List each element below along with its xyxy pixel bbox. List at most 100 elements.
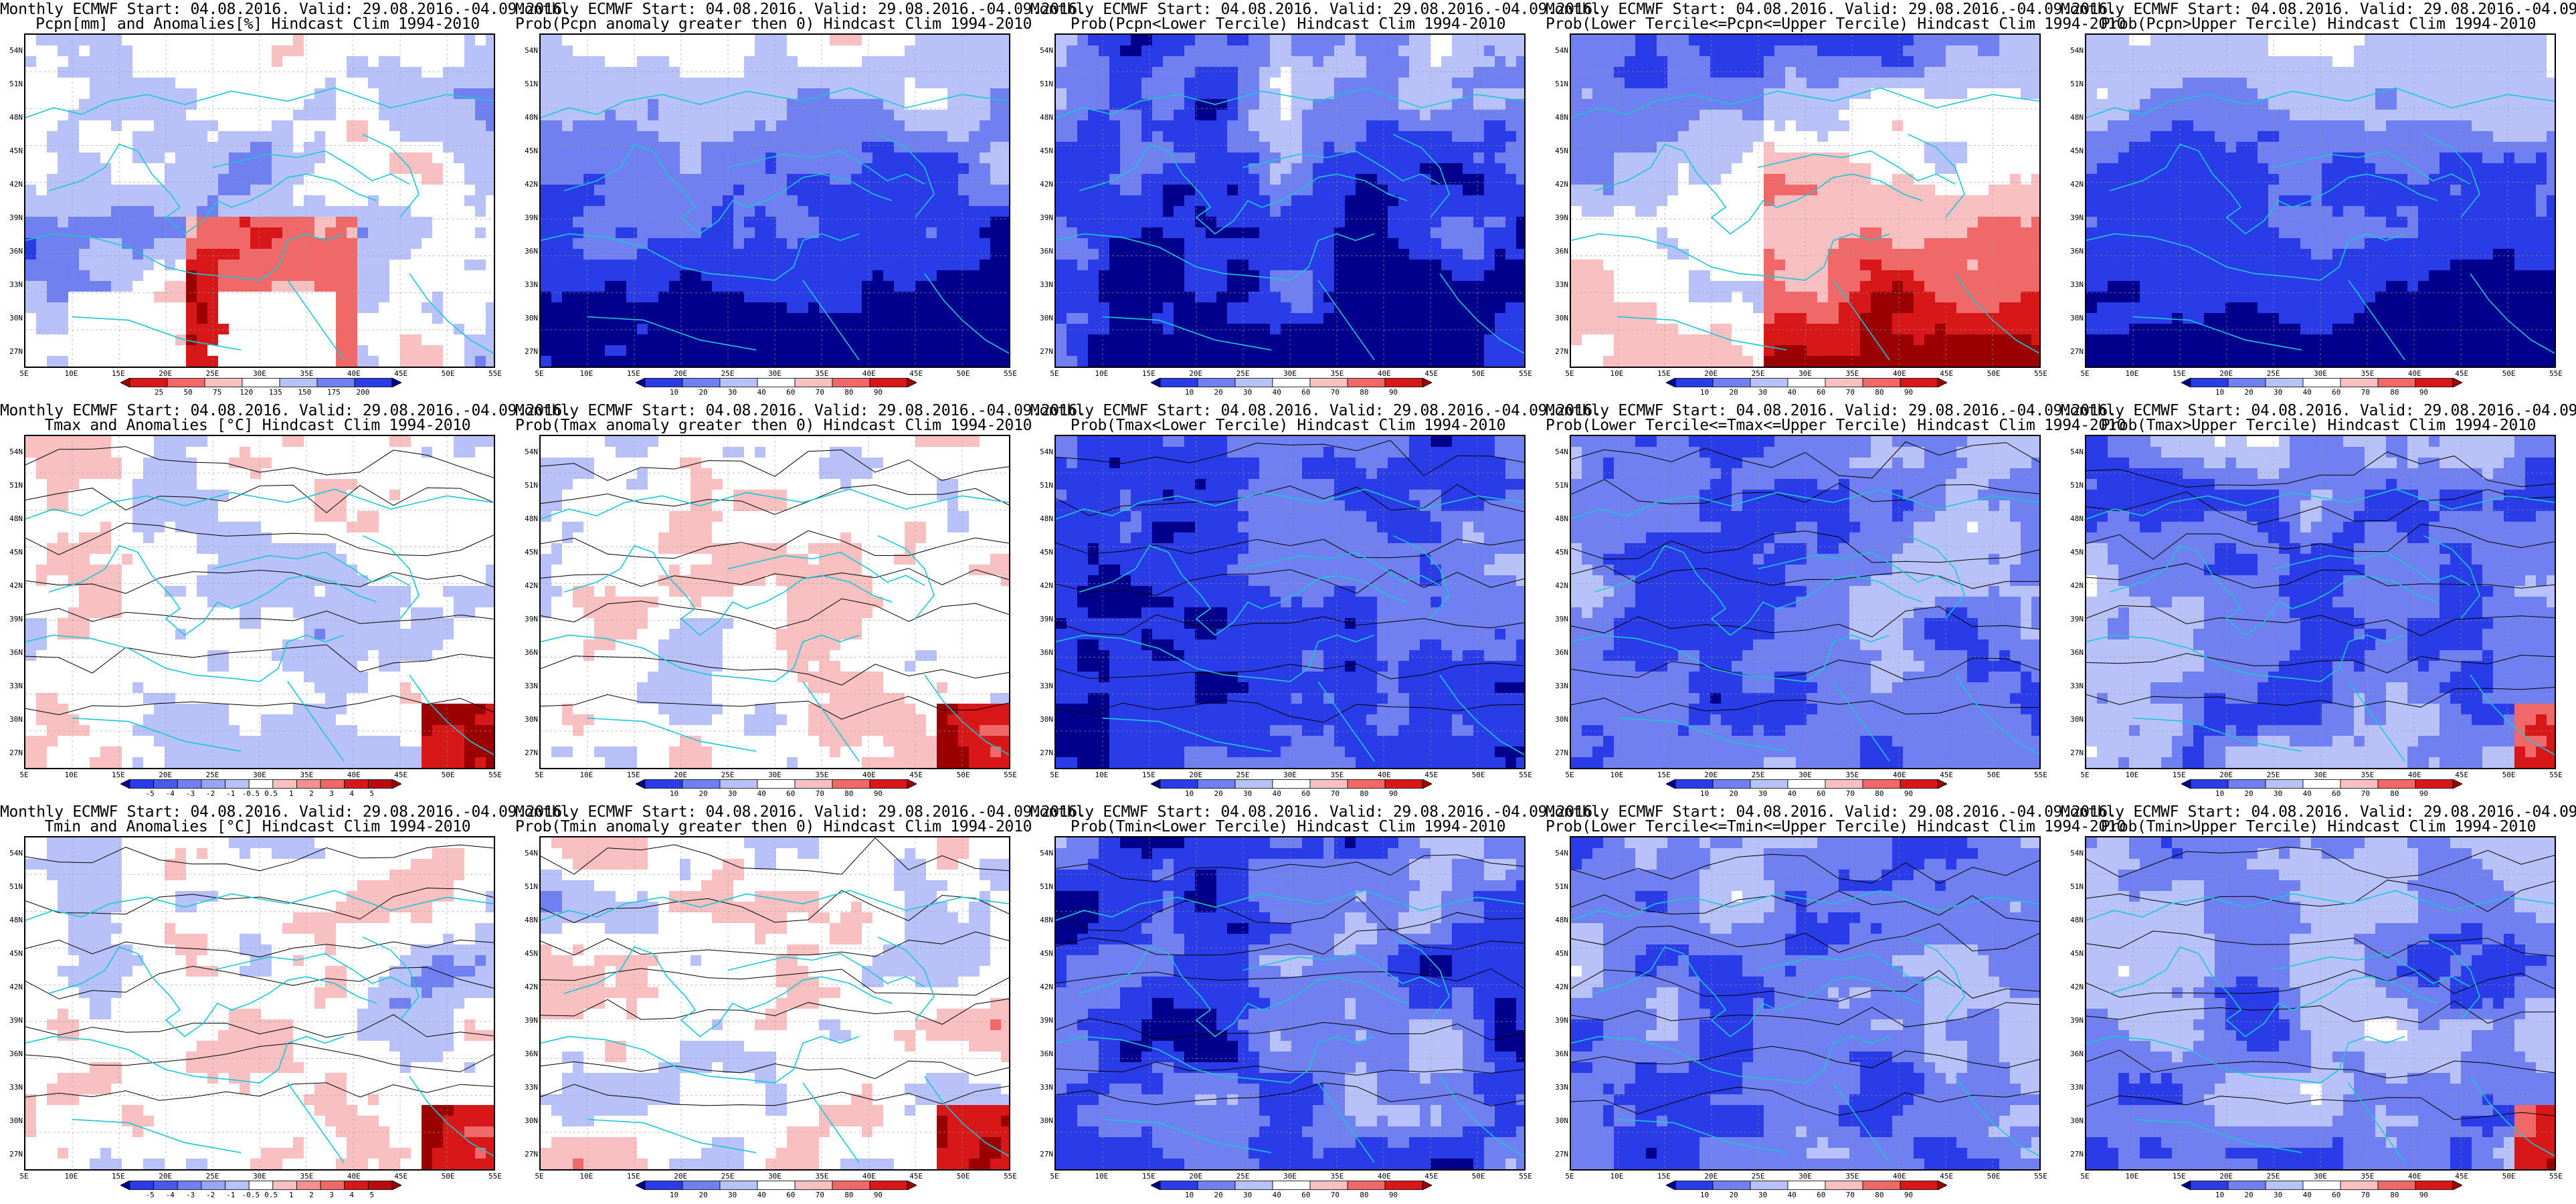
lat-tick-label: 36N xyxy=(1030,247,1053,256)
lon-tick-label: 50E xyxy=(1984,370,2004,378)
panel-subtitle: Prob(Pcpn anomaly greater then 0) Hindca… xyxy=(515,16,1032,32)
lat-tick-label: 48N xyxy=(1030,515,1053,523)
lon-tick-label: 20E xyxy=(1186,1173,1206,1181)
panel-title: Monthly ECMWF Start: 04.08.2016. Valid: … xyxy=(0,1,571,17)
lon-tick-label: 50E xyxy=(2499,771,2519,779)
lon-tick-label: 50E xyxy=(953,1173,974,1181)
panel-title: Monthly ECMWF Start: 04.08.2016. Valid: … xyxy=(515,1,1087,17)
lat-tick-label: 54N xyxy=(515,47,538,55)
lat-tick-label: 48N xyxy=(1030,114,1053,122)
panel-subtitle: Prob(Tmin>Upper Tercile) Hindcast Clim 1… xyxy=(2061,819,2576,835)
lon-tick-label: 5E xyxy=(14,370,34,378)
panel-title: Monthly ECMWF Start: 04.08.2016. Valid: … xyxy=(0,403,571,419)
lat-tick-label: 30N xyxy=(1546,314,1568,322)
lon-tick-label: 35E xyxy=(1842,771,1862,779)
colorbar-tick-label: 40 xyxy=(1263,389,1290,397)
lat-tick-label: 45N xyxy=(1030,147,1053,155)
lon-tick-label: 35E xyxy=(1327,1173,1347,1181)
lon-tick-label: 30E xyxy=(2310,1173,2330,1181)
colorbar-tick-label: 90 xyxy=(864,389,891,397)
colorbar-tick-label: 40 xyxy=(748,790,775,798)
coastlines xyxy=(1571,87,2039,361)
lon-tick-label: 50E xyxy=(438,370,458,378)
lon-tick-label: 20E xyxy=(155,771,175,779)
lon-tick-label: 15E xyxy=(2169,1173,2189,1181)
panel-title: Monthly ECMWF Start: 04.08.2016. Valid: … xyxy=(2061,1,2576,17)
colorbar-tick-label: 90 xyxy=(2410,1191,2437,1199)
colorbar-tick-label: 60 xyxy=(1293,1191,1319,1199)
map-frame xyxy=(24,33,495,368)
field-cells xyxy=(25,837,494,1169)
map-frame xyxy=(1570,33,2041,368)
colorbar-tick-label: 40 xyxy=(2294,1191,2320,1199)
colorbar-tick-label: 20 xyxy=(1720,790,1747,798)
lat-tick-label: 36N xyxy=(2061,247,2084,256)
colorbar-tick-label: 3 xyxy=(318,1191,345,1199)
colorbar-tick-label: 70 xyxy=(1321,389,1348,397)
map-panel: Monthly ECMWF Start: 04.08.2016. Valid: … xyxy=(1030,401,1602,803)
colorbar-tick-label: 60 xyxy=(2323,389,2350,397)
lon-tick-label: 55E xyxy=(1515,370,1536,378)
lat-tick-label: 45N xyxy=(1546,950,1568,958)
lon-tick-label: 55E xyxy=(2031,370,2051,378)
lon-tick-label: 30E xyxy=(1280,1173,1300,1181)
lon-tick-label: 55E xyxy=(1000,1173,1020,1181)
lat-tick-label: 33N xyxy=(1546,1084,1568,1092)
map-field xyxy=(541,436,1009,768)
colorbar-tick-label: 90 xyxy=(2410,389,2437,397)
colorbar-tick-label: 20 xyxy=(1720,389,1747,397)
colorbar-tick-label: 40 xyxy=(2294,389,2320,397)
lat-tick-label: 42N xyxy=(1030,582,1053,590)
lon-tick-label: 40E xyxy=(1890,370,1910,378)
coastlines xyxy=(1056,890,1524,1163)
lon-tick-label: 45E xyxy=(1936,1173,1956,1181)
lon-tick-label: 45E xyxy=(391,1173,411,1181)
lat-tick-label: 45N xyxy=(0,147,23,155)
colorbar-tick-label: -2 xyxy=(197,790,224,798)
lon-tick-label: 20E xyxy=(1186,771,1206,779)
lon-tick-label: 35E xyxy=(296,370,316,378)
lat-tick-label: 27N xyxy=(1030,749,1053,757)
lat-tick-label: 27N xyxy=(2061,1150,2084,1159)
lon-tick-label: 40E xyxy=(344,1173,364,1181)
colorbar-tick-label: 70 xyxy=(1837,389,1863,397)
lon-tick-label: 25E xyxy=(203,771,223,779)
lon-tick-label: 35E xyxy=(1327,370,1347,378)
colorbar-tick-label: 80 xyxy=(836,790,862,798)
lat-tick-label: 51N xyxy=(1030,80,1053,88)
lat-tick-label: 36N xyxy=(0,649,23,657)
lat-tick-label: 33N xyxy=(0,682,23,690)
coastlines xyxy=(2086,488,2555,762)
lat-tick-label: 39N xyxy=(1030,615,1053,623)
lat-tick-label: 33N xyxy=(515,281,538,289)
map-frame xyxy=(24,435,495,769)
field-cells xyxy=(1056,837,1524,1169)
lon-tick-label: 20E xyxy=(2216,771,2236,779)
panel-subtitle: Prob(Tmax<Lower Tercile) Hindcast Clim 1… xyxy=(1030,417,1546,433)
map-frame xyxy=(2085,33,2556,368)
colorbar-tick-label: 60 xyxy=(777,389,804,397)
lon-tick-label: 35E xyxy=(812,771,832,779)
lon-tick-label: 45E xyxy=(391,370,411,378)
lat-tick-label: 54N xyxy=(0,448,23,456)
lat-tick-label: 27N xyxy=(1546,749,1568,757)
lon-tick-label: 45E xyxy=(1936,771,1956,779)
map-field xyxy=(25,35,494,367)
lon-tick-label: 10E xyxy=(2122,771,2142,779)
colorbar-tick-label: 10 xyxy=(1176,1191,1203,1199)
colorbar-tick-label: 10 xyxy=(1691,790,1718,798)
colorbar-tick-label: 20 xyxy=(690,1191,717,1199)
lon-tick-label: 15E xyxy=(108,1173,128,1181)
lon-tick-label: 20E xyxy=(2216,370,2236,378)
colorbar-tick-label: 70 xyxy=(1321,790,1348,798)
lat-tick-label: 51N xyxy=(1546,883,1568,891)
lat-tick-label: 42N xyxy=(2061,983,2084,991)
colorbar-tick-label: 30 xyxy=(719,790,746,798)
lat-tick-label: 30N xyxy=(0,1117,23,1125)
map-field xyxy=(1571,35,2039,367)
lat-tick-label: 39N xyxy=(515,1017,538,1025)
lon-tick-label: 20E xyxy=(670,370,691,378)
contour-lines xyxy=(25,446,494,716)
lat-tick-label: 36N xyxy=(1030,649,1053,657)
lat-tick-label: 30N xyxy=(0,314,23,322)
